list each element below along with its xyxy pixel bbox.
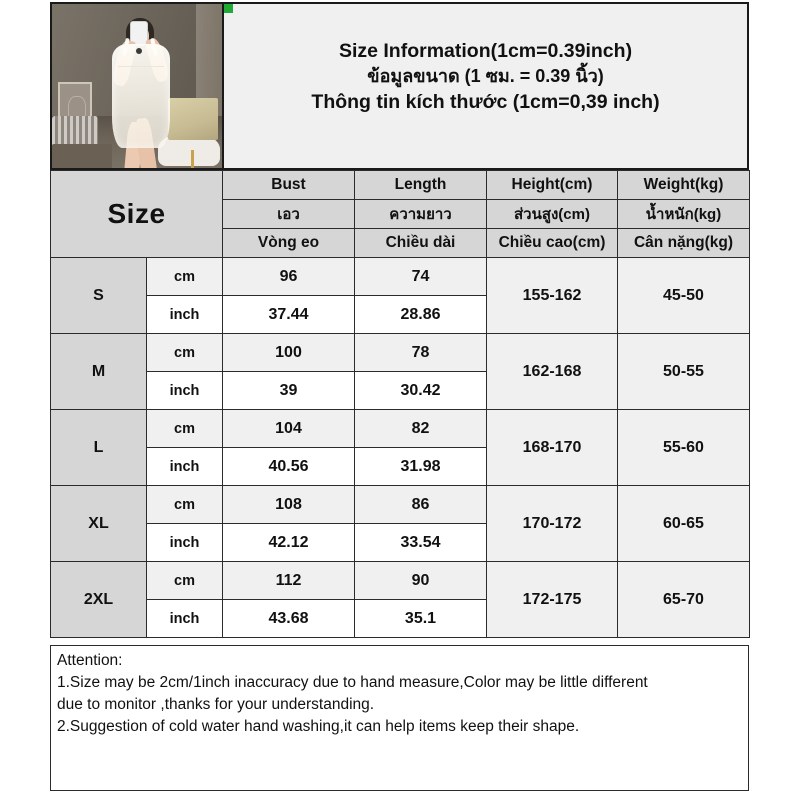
bust-cm-s: 96 (222, 257, 355, 296)
unit-cm: cm (146, 409, 223, 448)
table-row: XL cm 108 86 170-172 60-65 (50, 485, 750, 562)
table-header-row-vietnamese: Vòng eo Chiều dài Chiều cao(cm) Cân nặng… (51, 228, 750, 258)
table-row: inch 43.68 35.1 (51, 599, 750, 638)
photo-sofa (52, 144, 112, 168)
unit-inch: inch (146, 447, 223, 486)
unit-inch: inch (146, 599, 223, 638)
header-height-en: Height(cm) (486, 170, 618, 200)
header-weight-en: Weight(kg) (617, 170, 750, 200)
length-inch-2xl: 35.1 (354, 599, 487, 638)
height-l: 168-170 (486, 409, 618, 486)
table-row: 2XL cm 112 90 172-175 65-70 (50, 561, 750, 638)
green-corner-marker (224, 4, 233, 13)
weight-2xl: 65-70 (617, 561, 750, 638)
header-length-th: ความยาว (354, 199, 487, 229)
header-bust-en: Bust (222, 170, 355, 200)
table-row: inch 37.44 28.86 (51, 295, 750, 334)
weight-xl: 60-65 (617, 485, 750, 562)
header-weight-th: น้ำหนัก(kg) (617, 199, 750, 229)
bust-inch-l: 40.56 (222, 447, 355, 486)
photo-laptop (168, 98, 218, 140)
attention-note-1-cont: due to monitor ,thanks for your understa… (57, 696, 375, 714)
length-inch-s: 28.86 (354, 295, 487, 334)
unit-inch: inch (146, 523, 223, 562)
bust-cm-xl: 108 (222, 485, 355, 524)
title-vietnamese: Thông tin kích thước (1cm=0,39 inch) (311, 90, 660, 113)
bust-cm-m: 100 (222, 333, 355, 372)
unit-inch: inch (146, 371, 223, 410)
weight-s: 45-50 (617, 257, 750, 334)
header-length-vi: Chiều dài (354, 228, 487, 258)
product-photo (52, 4, 224, 168)
table-header-row-english: Size Bust Length Height(cm) Weight(kg) (50, 170, 750, 258)
height-2xl: 172-175 (486, 561, 618, 638)
size-label-m: M (50, 333, 147, 410)
bust-inch-xl: 42.12 (222, 523, 355, 562)
unit-cm: cm (146, 485, 223, 524)
size-label-xl: XL (50, 485, 147, 562)
length-cm-xl: 86 (354, 485, 487, 524)
size-label-l: L (50, 409, 147, 486)
table-row: M cm 100 78 162-168 50-55 (50, 333, 750, 410)
length-inch-xl: 33.54 (354, 523, 487, 562)
header-height-th: ส่วนสูง(cm) (486, 199, 618, 229)
bust-inch-m: 39 (222, 371, 355, 410)
attention-note-2: 2.Suggestion of cold water hand washing,… (57, 718, 580, 736)
length-cm-l: 82 (354, 409, 487, 448)
photo-model (104, 18, 176, 168)
length-inch-l: 31.98 (354, 447, 487, 486)
model-necklace (136, 48, 142, 54)
height-s: 155-162 (486, 257, 618, 334)
title-block: Size Information(1cm=0.39inch) ข้อมูลขนา… (224, 4, 747, 168)
bust-cm-2xl: 112 (222, 561, 355, 600)
header-weight-vi: Cân nặng(kg) (617, 228, 750, 258)
length-cm-m: 78 (354, 333, 487, 372)
size-column-title: Size (50, 170, 223, 258)
bust-inch-s: 37.44 (222, 295, 355, 334)
photo-table-leg (191, 150, 194, 168)
length-cm-s: 74 (354, 257, 487, 296)
table-row: L cm 104 82 168-170 55-60 (50, 409, 750, 486)
size-label-s: S (50, 257, 147, 334)
size-table: Size Bust Length Height(cm) Weight(kg) เ… (50, 170, 750, 638)
table-row: inch 42.12 33.54 (51, 523, 750, 562)
unit-cm: cm (146, 333, 223, 372)
header-bust-vi: Vòng eo (222, 228, 355, 258)
model-nightgown (112, 44, 170, 148)
table-header-row-thai: เอว ความยาว ส่วนสูง(cm) น้ำหนัก(kg) (51, 199, 750, 229)
bust-inch-2xl: 43.68 (222, 599, 355, 638)
unit-cm: cm (146, 257, 223, 296)
table-row: inch 40.56 31.98 (51, 447, 750, 486)
attention-note-1: 1.Size may be 2cm/1inch inaccuracy due t… (57, 674, 648, 692)
table-row: S cm 96 74 155-162 45-50 (50, 257, 750, 334)
attention-box: Attention: 1.Size may be 2cm/1inch inacc… (50, 645, 749, 791)
unit-inch: inch (146, 295, 223, 334)
weight-m: 50-55 (617, 333, 750, 410)
title-thai: ข้อมูลขนาด (1 ซม. = 0.39 นิ้ว) (367, 66, 604, 87)
header-block: Size Information(1cm=0.39inch) ข้อมูลขนา… (50, 2, 749, 170)
header-bust-th: เอว (222, 199, 355, 229)
height-m: 162-168 (486, 333, 618, 410)
length-inch-m: 30.42 (354, 371, 487, 410)
header-length-en: Length (354, 170, 487, 200)
size-label-2xl: 2XL (50, 561, 147, 638)
unit-cm: cm (146, 561, 223, 600)
length-cm-2xl: 90 (354, 561, 487, 600)
weight-l: 55-60 (617, 409, 750, 486)
title-english: Size Information(1cm=0.39inch) (338, 40, 633, 62)
header-height-vi: Chiều cao(cm) (486, 228, 618, 258)
table-row: inch 39 30.42 (51, 371, 750, 410)
attention-heading: Attention: (57, 652, 123, 669)
bust-cm-l: 104 (222, 409, 355, 448)
height-xl: 170-172 (486, 485, 618, 562)
